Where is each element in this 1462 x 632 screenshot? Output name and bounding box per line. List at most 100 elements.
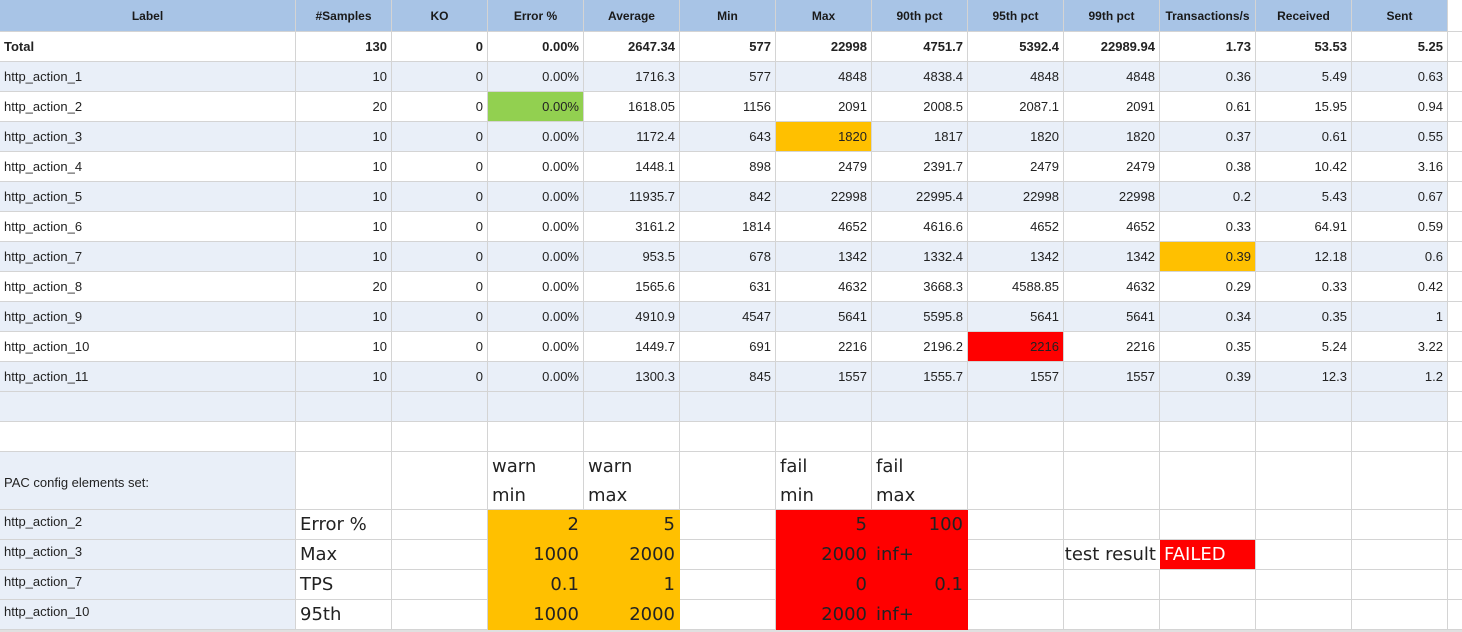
data-cell[interactable]: 15.95 [1256,92,1352,122]
header-cell[interactable]: Received [1256,0,1352,32]
data-cell[interactable]: 2216 [968,332,1064,362]
data-cell[interactable]: 0 [392,122,488,152]
empty-cell[interactable] [1256,422,1352,452]
data-cell[interactable]: 2479 [776,152,872,182]
data-cell[interactable]: 0.00% [488,152,584,182]
header-cell[interactable]: #Samples [296,0,392,32]
data-cell[interactable]: 0.61 [1160,92,1256,122]
data-cell[interactable]: 1557 [1064,362,1160,392]
scroll-strip[interactable] [296,630,392,632]
data-cell[interactable]: 22998 [1064,182,1160,212]
pac-warn-max[interactable]: 1 [584,570,680,600]
data-cell[interactable]: 4652 [1064,212,1160,242]
header-cell[interactable]: Transactions/s [1160,0,1256,32]
data-cell[interactable]: 0.55 [1352,122,1448,152]
data-cell[interactable]: 4616.6 [872,212,968,242]
data-cell[interactable]: 22995.4 [872,182,968,212]
data-cell[interactable]: 10.42 [1256,152,1352,182]
grid-edge[interactable] [1448,152,1462,182]
pac-title[interactable]: PAC config elements set: [0,452,296,510]
scroll-strip[interactable] [872,630,968,632]
blank-cell[interactable] [1256,392,1352,422]
total-cell[interactable]: 577 [680,32,776,62]
total-cell[interactable]: 53.53 [1256,32,1352,62]
total-cell[interactable]: 1.73 [1160,32,1256,62]
empty-cell[interactable] [392,540,488,570]
pac-fail-min[interactable]: 2000 [776,540,872,570]
empty-cell[interactable] [392,452,488,510]
data-cell[interactable]: 0.38 [1160,152,1256,182]
grid-edge[interactable] [1448,0,1462,32]
data-cell[interactable]: 0 [392,302,488,332]
data-cell[interactable]: 0.00% [488,182,584,212]
data-cell[interactable]: 0.00% [488,332,584,362]
empty-cell[interactable] [968,510,1064,540]
empty-cell[interactable] [680,600,776,630]
grid-edge[interactable] [1448,362,1462,392]
empty-cell[interactable] [1256,452,1352,510]
row-label[interactable]: http_action_11 [0,362,296,392]
header-cell[interactable]: Error % [488,0,584,32]
scroll-strip[interactable] [680,630,776,632]
data-cell[interactable]: 1820 [776,122,872,152]
grid-edge[interactable] [1448,540,1462,570]
grid-edge[interactable] [1448,182,1462,212]
data-cell[interactable]: 0.00% [488,92,584,122]
row-label[interactable]: http_action_5 [0,182,296,212]
data-cell[interactable]: 1565.6 [584,272,680,302]
data-cell[interactable]: 20 [296,272,392,302]
pac-warn-min[interactable]: 0.1 [488,570,584,600]
scroll-strip[interactable] [488,630,584,632]
data-cell[interactable]: 1618.05 [584,92,680,122]
data-cell[interactable]: 5641 [968,302,1064,332]
data-cell[interactable]: 1156 [680,92,776,122]
empty-cell[interactable] [968,570,1064,600]
data-cell[interactable]: 0 [392,272,488,302]
data-cell[interactable]: 1448.1 [584,152,680,182]
scroll-strip[interactable] [1256,630,1352,632]
data-cell[interactable]: 0.00% [488,122,584,152]
row-label[interactable]: http_action_8 [0,272,296,302]
empty-cell[interactable] [1352,570,1448,600]
blank-cell[interactable] [968,392,1064,422]
data-cell[interactable]: 4652 [776,212,872,242]
data-cell[interactable]: 0 [392,152,488,182]
warn-min-header[interactable]: warn min [488,452,584,510]
header-cell[interactable]: 90th pct [872,0,968,32]
data-cell[interactable]: 2087.1 [968,92,1064,122]
total-cell[interactable]: 0 [392,32,488,62]
data-cell[interactable]: 0.2 [1160,182,1256,212]
header-cell[interactable]: 99th pct [1064,0,1160,32]
empty-cell[interactable] [1064,510,1160,540]
data-cell[interactable]: 22998 [776,182,872,212]
data-cell[interactable]: 577 [680,62,776,92]
total-cell[interactable]: 130 [296,32,392,62]
data-cell[interactable]: 10 [296,302,392,332]
data-cell[interactable]: 898 [680,152,776,182]
data-cell[interactable]: 0.00% [488,362,584,392]
empty-cell[interactable] [1352,540,1448,570]
empty-cell[interactable] [1256,540,1352,570]
data-cell[interactable]: 1342 [968,242,1064,272]
pac-metric[interactable]: 95th [296,600,392,630]
empty-cell[interactable] [680,510,776,540]
empty-cell[interactable] [1256,570,1352,600]
data-cell[interactable]: 4632 [776,272,872,302]
data-cell[interactable]: 1814 [680,212,776,242]
data-cell[interactable]: 0.37 [1160,122,1256,152]
grid-edge[interactable] [1448,212,1462,242]
grid-edge[interactable] [1448,422,1462,452]
empty-cell[interactable] [1352,600,1448,630]
pac-warn-min[interactable]: 2 [488,510,584,540]
data-cell[interactable]: 1820 [968,122,1064,152]
data-cell[interactable]: 1557 [968,362,1064,392]
data-cell[interactable]: 0.00% [488,302,584,332]
empty-cell[interactable] [584,422,680,452]
data-cell[interactable]: 5.49 [1256,62,1352,92]
scroll-strip[interactable] [968,630,1064,632]
data-cell[interactable]: 1557 [776,362,872,392]
total-cell[interactable]: 5.25 [1352,32,1448,62]
pac-fail-max[interactable]: 0.1 [872,570,968,600]
grid-edge[interactable] [1448,272,1462,302]
grid-edge[interactable] [1448,122,1462,152]
